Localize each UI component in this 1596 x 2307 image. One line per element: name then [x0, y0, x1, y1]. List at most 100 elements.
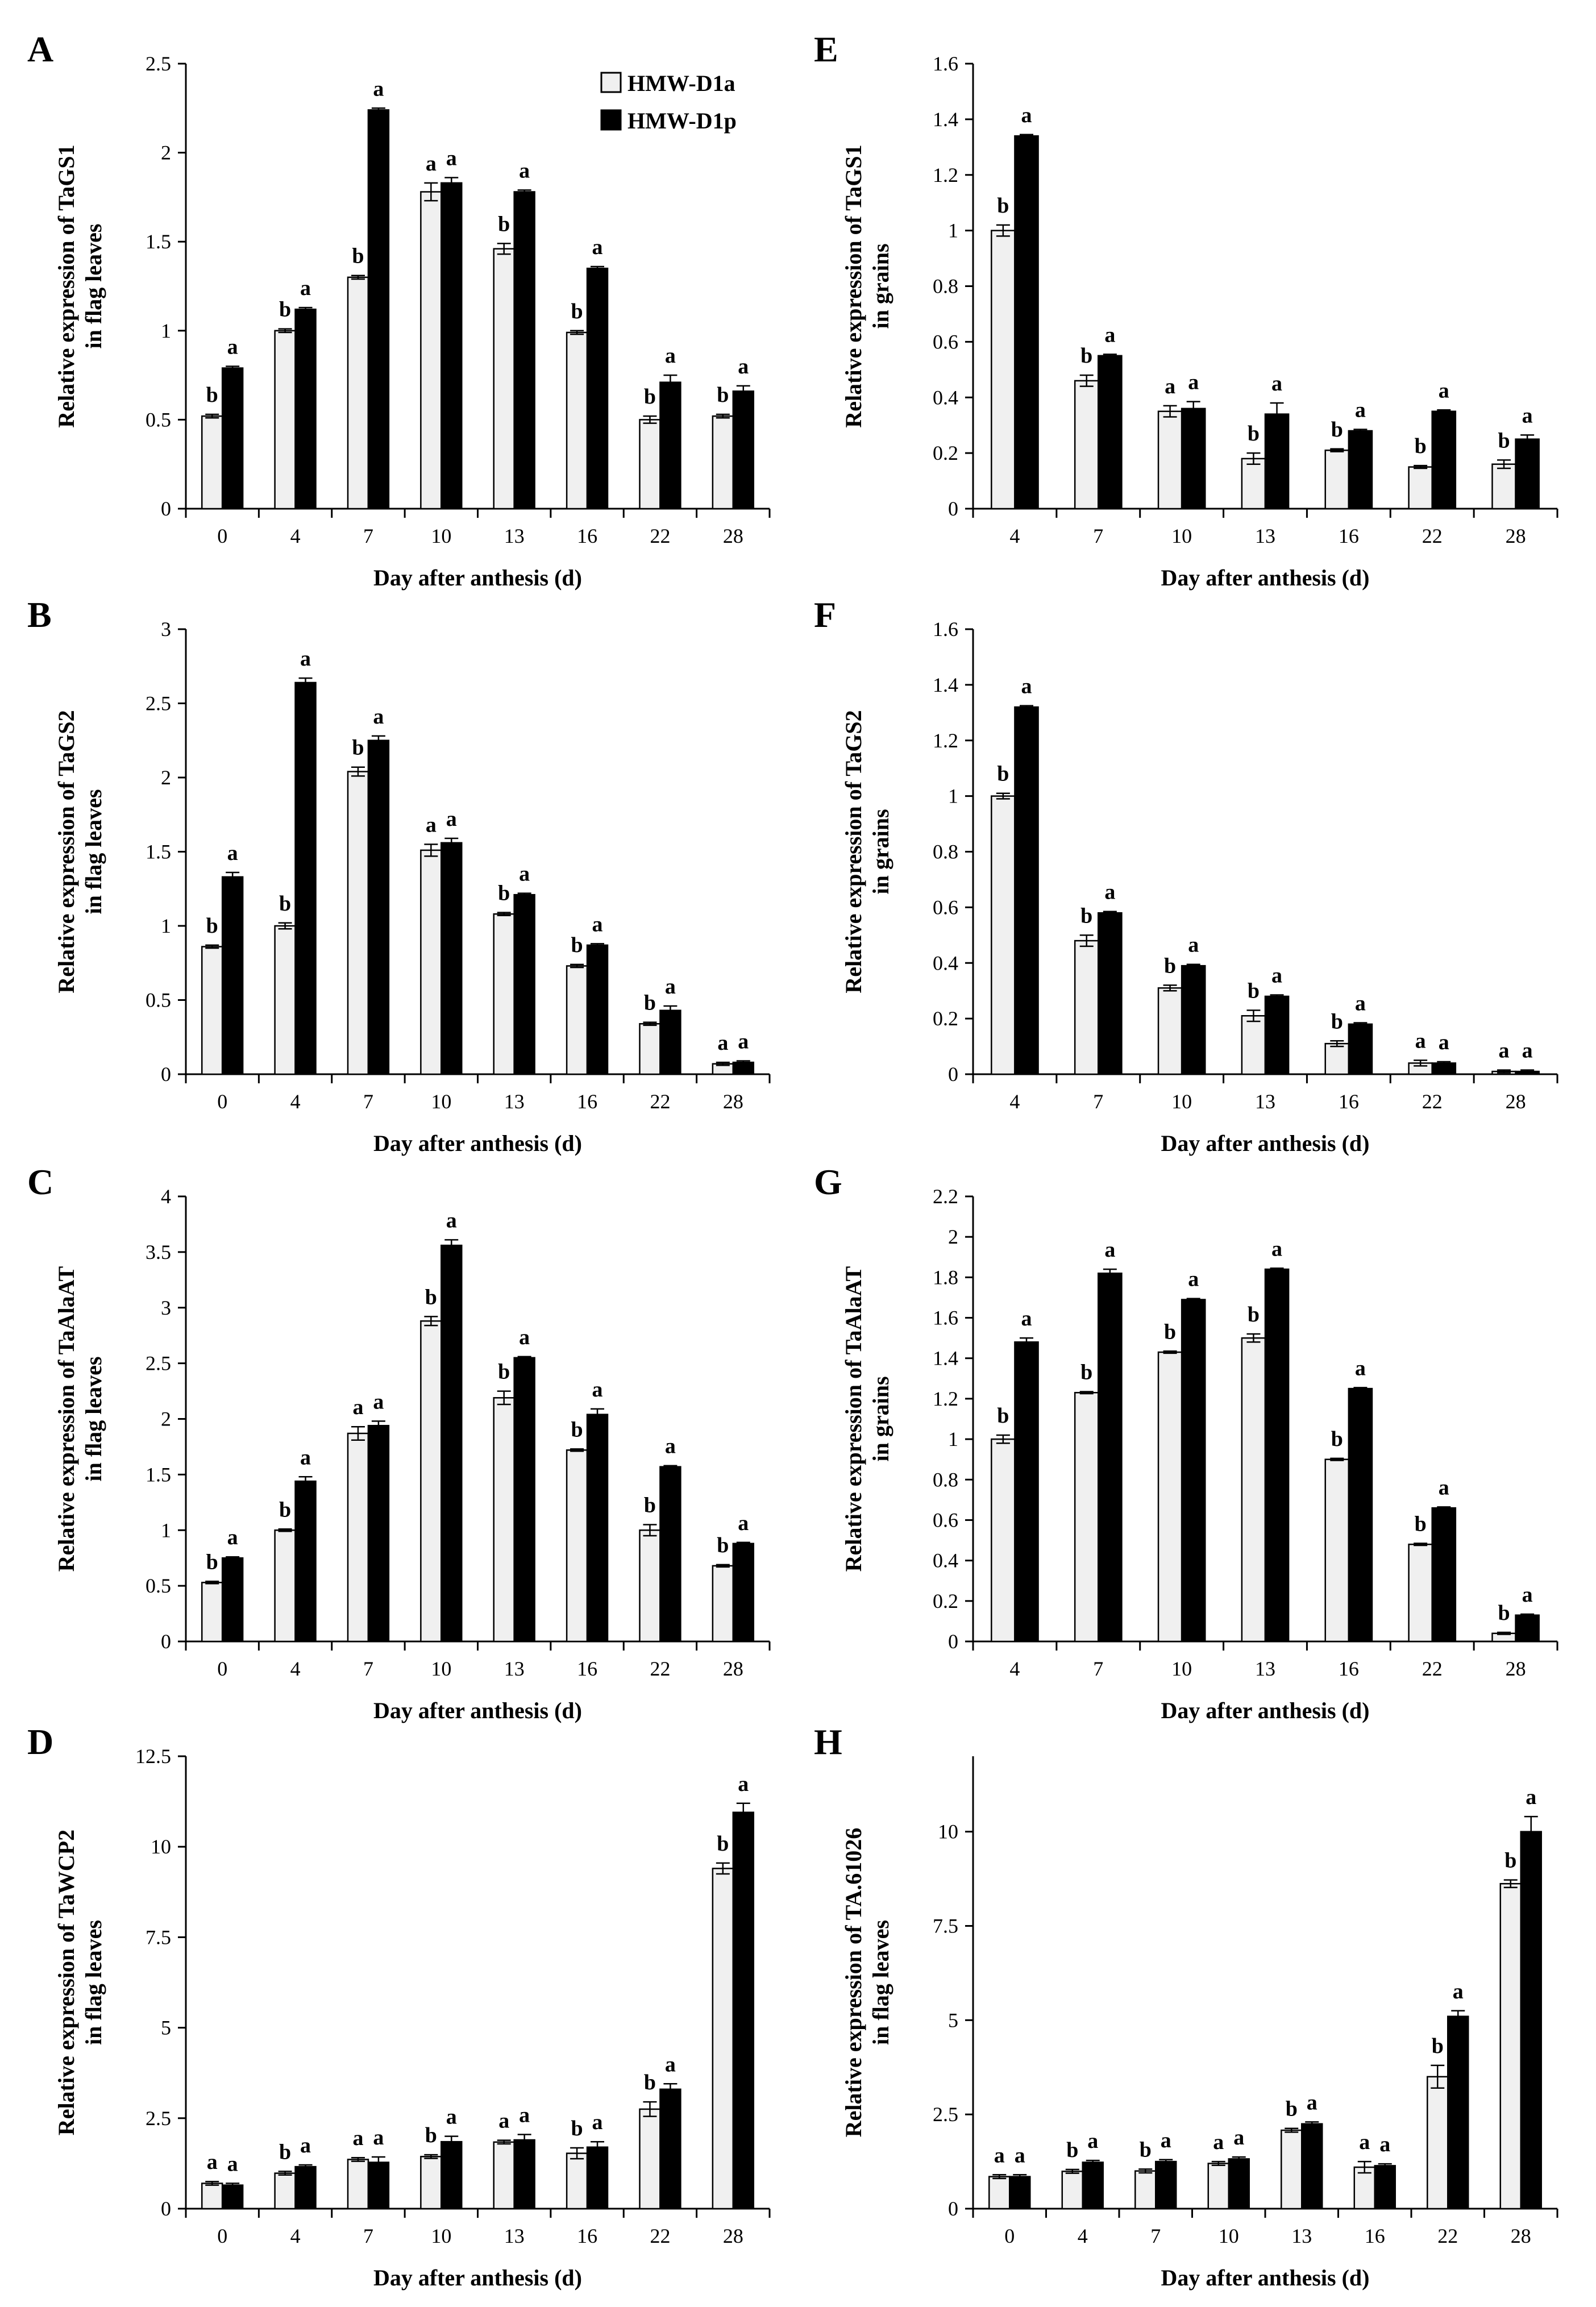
bar-hmw-d1a: [1241, 1015, 1266, 1075]
y-tick-label: 2.5: [146, 692, 171, 715]
significance-label: a: [446, 1208, 457, 1232]
significance-label: b: [1248, 979, 1260, 1003]
significance-label: b: [1140, 2138, 1152, 2161]
significance-label: a: [1307, 2090, 1317, 2114]
significance-label: a: [1104, 1238, 1115, 1262]
bar-hmw-d1p: [1447, 2015, 1469, 2210]
significance-label: a: [717, 1031, 728, 1055]
bar-hmw-d1p: [659, 1466, 681, 1643]
bar-hmw-d1p: [221, 1557, 244, 1643]
bar-hmw-d1p: [1431, 1507, 1457, 1643]
panel-letter: G: [814, 1162, 842, 1202]
bar-hmw-d1a: [1074, 940, 1099, 1075]
y-axis-title-line: Relative expression of TA.61026: [841, 1828, 866, 2137]
bar-hmw-d1a: [347, 771, 369, 1075]
bar-hmw-d1a: [347, 1432, 369, 1643]
x-tick-label: 16: [577, 525, 597, 547]
panel-letter: H: [814, 1722, 842, 1762]
significance-label: a: [1439, 1030, 1449, 1054]
bar-hmw-d1p: [1228, 2158, 1250, 2210]
x-tick-label: 7: [1150, 2225, 1161, 2247]
y-tick-label: 2.2: [933, 1185, 958, 1208]
significance-label: b: [571, 1418, 583, 1441]
x-tick-label: 10: [1171, 1090, 1192, 1113]
y-axis-title-line: in flag leaves: [81, 224, 106, 349]
y-tick-label: 2: [161, 142, 171, 164]
y-tick-label: 0: [161, 1063, 171, 1086]
bar-hmw-d1a: [1157, 1351, 1183, 1643]
y-tick-label: 0: [948, 1630, 958, 1653]
x-tick-label: 7: [363, 1090, 373, 1113]
x-tick-label: 13: [504, 525, 525, 547]
x-tick-label: 0: [217, 1657, 227, 1680]
significance-label: a: [227, 1525, 238, 1549]
significance-label: b: [279, 298, 291, 322]
bar-hmw-d1p: [221, 367, 244, 510]
x-tick-label: 13: [1255, 1090, 1275, 1113]
significance-label: a: [1522, 1039, 1533, 1063]
bar-hmw-d1p: [440, 2140, 463, 2210]
y-tick-label: 1: [161, 915, 171, 937]
bar-hmw-d1p: [732, 1543, 755, 1643]
significance-label: a: [665, 1435, 676, 1458]
y-axis-title-line: in grains: [868, 1376, 893, 1461]
y-tick-label: 1: [161, 1519, 171, 1541]
chart-panel-g: G00.20.40.60.811.21.41.61.822.24ba7ba10b…: [814, 1162, 1558, 1723]
significance-label: b: [498, 882, 510, 905]
significance-label: a: [1188, 1267, 1199, 1291]
x-tick-label: 16: [577, 1657, 597, 1680]
bar-hmw-d1p: [440, 842, 463, 1075]
y-axis-title-line: Relative expression of TaAlaAT: [53, 1266, 79, 1572]
significance-label: a: [665, 2052, 676, 2076]
bar-hmw-d1p: [1098, 1272, 1123, 1643]
significance-label: b: [571, 300, 583, 323]
bar-hmw-d1p: [659, 2088, 681, 2210]
significance-label: b: [206, 1550, 218, 1574]
significance-label: a: [592, 912, 603, 936]
significance-label: b: [1331, 1009, 1343, 1033]
bar-hmw-d1a: [566, 965, 588, 1075]
y-tick-label: 0.5: [146, 408, 171, 431]
bar-hmw-d1a: [1241, 1337, 1266, 1643]
bar-hmw-d1p: [513, 2139, 535, 2210]
significance-label: a: [1271, 372, 1282, 396]
significance-label: a: [1439, 1475, 1449, 1499]
x-tick-label: 7: [363, 2225, 373, 2247]
significance-label: b: [1080, 1360, 1092, 1384]
y-tick-label: 1.6: [933, 1307, 958, 1329]
bar-hmw-d1p: [1264, 413, 1290, 510]
y-tick-label: 7.5: [933, 1915, 958, 1938]
x-tick-label: 16: [1365, 2225, 1385, 2247]
bar-hmw-d1p: [440, 182, 463, 510]
significance-label: b: [206, 383, 218, 407]
x-axis-title: Day after anthesis (d): [373, 1130, 582, 1156]
y-tick-label: 1: [948, 785, 958, 808]
bar-hmw-d1a: [420, 2156, 442, 2210]
bar-hmw-d1a: [493, 913, 515, 1075]
y-tick-label: 2: [161, 766, 171, 789]
significance-label: b: [571, 933, 583, 957]
y-tick-label: 0.6: [933, 330, 958, 353]
y-tick-label: 1.4: [933, 108, 958, 131]
y-axis-title-line: Relative expression of TaGS1: [53, 144, 79, 427]
x-tick-label: 22: [650, 1657, 670, 1680]
bar-hmw-d1a: [201, 946, 223, 1075]
y-tick-label: 3: [161, 618, 171, 641]
y-tick-label: 10: [938, 1820, 958, 1843]
significance-label: a: [373, 705, 384, 729]
y-tick-label: 4: [161, 1185, 171, 1208]
y-tick-label: 0.4: [933, 951, 958, 974]
bar-hmw-d1a: [274, 1529, 296, 1643]
x-axis-title: Day after anthesis (d): [1161, 1130, 1369, 1156]
y-tick-label: 2.5: [146, 2107, 171, 2130]
significance-label: a: [1021, 103, 1032, 127]
significance-label: a: [207, 2150, 218, 2174]
y-tick-label: 1.2: [933, 164, 958, 186]
bar-hmw-d1p: [221, 876, 244, 1075]
y-tick-label: 1.4: [933, 674, 958, 696]
bar-hmw-d1a: [712, 1565, 734, 1643]
significance-label: b: [997, 1404, 1009, 1428]
panel-letter: F: [814, 595, 836, 635]
